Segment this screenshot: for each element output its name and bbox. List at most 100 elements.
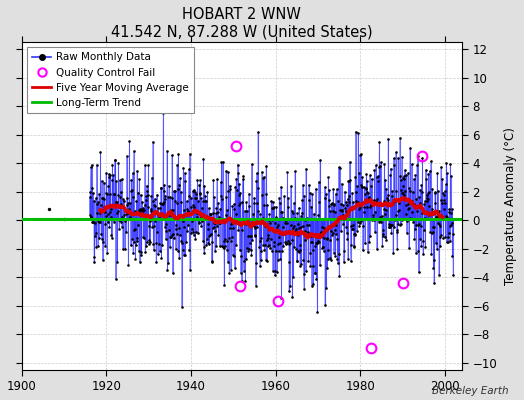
Point (280, 193, 288, 200)
Point (442, 160, 451, 166)
Point (305, 197, 313, 203)
Point (283, 169, 291, 176)
Point (335, 164, 343, 170)
Point (205, 210, 214, 217)
Point (302, 232, 311, 239)
Point (432, 214, 440, 220)
Point (449, 231, 457, 238)
Point (119, 246, 127, 252)
Point (233, 187, 241, 193)
Point (181, 170, 189, 176)
Point (352, 189, 361, 196)
Point (434, 208, 443, 214)
Point (124, 209, 132, 216)
Point (303, 222, 312, 228)
Point (381, 211, 390, 218)
Point (212, 205, 221, 211)
Point (254, 185, 263, 191)
Point (356, 220, 365, 226)
Point (167, 212, 176, 218)
Point (88, 162, 96, 168)
Point (329, 230, 337, 236)
Point (428, 230, 436, 236)
Point (417, 182, 425, 188)
Point (239, 172, 247, 179)
Point (414, 269, 423, 276)
Point (269, 239, 278, 246)
Point (277, 183, 285, 190)
Point (184, 208, 192, 214)
Point (128, 236, 136, 242)
Point (356, 152, 364, 158)
Point (359, 223, 367, 229)
Point (425, 168, 434, 174)
Point (91, 195, 100, 201)
Point (142, 243, 150, 250)
Point (271, 214, 280, 220)
Point (449, 272, 457, 278)
Point (304, 222, 313, 228)
Point (435, 234, 444, 240)
Point (405, 205, 413, 211)
Point (341, 204, 349, 211)
Point (215, 218, 224, 224)
Point (346, 258, 355, 264)
Point (421, 243, 430, 250)
Point (103, 191, 112, 197)
Point (285, 258, 293, 265)
Point (446, 222, 454, 229)
Point (166, 194, 174, 200)
Point (106, 172, 115, 179)
Point (226, 266, 235, 273)
Point (133, 235, 141, 241)
Point (221, 217, 230, 223)
Point (101, 242, 109, 249)
Point (229, 218, 237, 224)
Point (187, 204, 195, 210)
Point (262, 163, 270, 170)
Point (129, 250, 137, 256)
Point (166, 244, 174, 250)
Point (328, 200, 336, 206)
Point (135, 206, 143, 213)
Point (166, 234, 174, 240)
Point (223, 247, 231, 253)
Point (430, 280, 438, 286)
Point (419, 227, 428, 233)
Point (378, 231, 387, 237)
Point (89, 219, 97, 225)
Point (141, 202, 149, 208)
Point (144, 204, 152, 210)
Point (271, 267, 279, 274)
Point (205, 233, 213, 240)
Point (430, 224, 438, 230)
Point (321, 184, 329, 190)
Point (250, 195, 258, 202)
Point (341, 214, 350, 221)
Point (85, 194, 94, 200)
Point (369, 196, 378, 203)
Point (281, 217, 289, 224)
Point (334, 198, 342, 204)
Point (354, 205, 363, 212)
Point (404, 170, 412, 176)
Point (311, 243, 320, 249)
Point (420, 214, 429, 221)
Point (208, 239, 216, 245)
Point (125, 208, 133, 215)
Point (213, 223, 221, 229)
Point (240, 220, 248, 227)
Point (168, 194, 177, 201)
Point (227, 221, 235, 227)
Point (190, 189, 199, 196)
Point (440, 206, 448, 212)
Point (270, 242, 279, 249)
Point (174, 151, 182, 157)
Point (191, 236, 200, 242)
Point (400, 192, 408, 198)
Point (172, 230, 181, 237)
Point (398, 190, 406, 196)
Point (338, 208, 346, 215)
Point (87, 213, 95, 220)
Point (94, 199, 103, 206)
